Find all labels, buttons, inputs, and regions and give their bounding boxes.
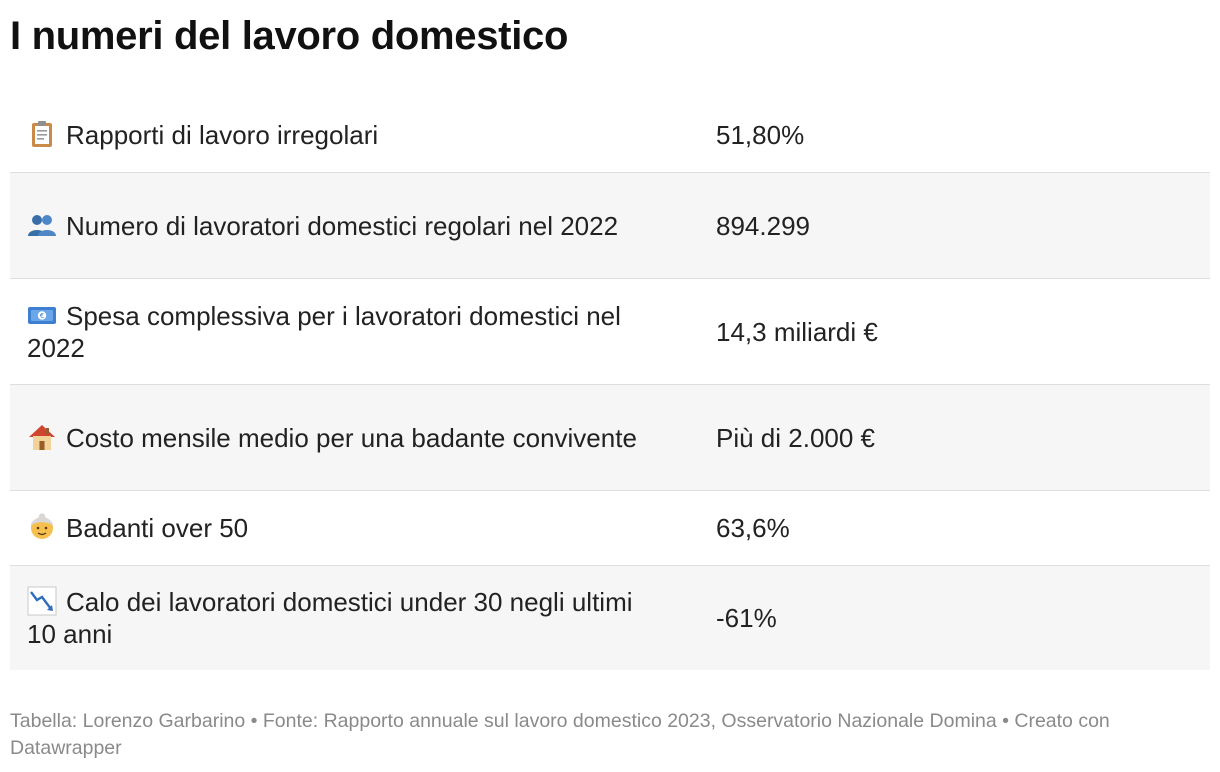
row-label: Numero di lavoratori domestici regolari … <box>66 210 619 241</box>
row-label: Badanti over 50 <box>66 513 249 543</box>
table-row: Badanti over 50 63,6% <box>10 491 1210 566</box>
row-value: -61% <box>716 603 777 633</box>
row-label-cell: Costo mensile medio per una badante conv… <box>10 422 700 454</box>
row-label-cell: Badanti over 50 <box>10 512 700 544</box>
row-label: Calo dei lavoratori domestici under 30 n… <box>27 587 633 649</box>
table-row: € Spesa complessiva per i lavoratori dome… <box>10 279 1210 385</box>
banknote-icon: € <box>27 300 57 330</box>
table-row: Numero di lavoratori domestici regolari … <box>10 173 1210 279</box>
svg-text:€: € <box>40 312 44 320</box>
page-title: I numeri del lavoro domestico <box>10 14 569 58</box>
row-value: 51,80% <box>716 120 805 150</box>
page: I numeri del lavoro domestico Rapporti d… <box>10 0 1210 772</box>
row-value: 63,6% <box>716 513 790 543</box>
row-value: 894.299 <box>716 210 810 241</box>
house-icon <box>27 422 57 452</box>
row-label-cell: € Spesa complessiva per i lavoratori dome… <box>10 300 700 364</box>
table-row: Calo dei lavoratori domestici under 30 n… <box>10 566 1210 670</box>
table-row: Costo mensile medio per una badante conv… <box>10 385 1210 491</box>
older-woman-icon <box>27 512 57 542</box>
row-label-cell: Rapporti di lavoro irregolari <box>10 119 700 151</box>
chart-decreasing-icon <box>27 586 57 616</box>
row-value: 14,3 miliardi € <box>716 316 878 347</box>
row-label-cell: Calo dei lavoratori domestici under 30 n… <box>10 586 700 650</box>
people-icon <box>27 210 57 240</box>
row-label-cell: Numero di lavoratori domestici regolari … <box>10 210 700 242</box>
clipboard-icon <box>27 119 57 149</box>
source-footer: Tabella: Lorenzo Garbarino • Fonte: Rapp… <box>10 710 1110 759</box>
row-label: Spesa complessiva per i lavoratori domes… <box>27 300 621 363</box>
table-row: Rapporti di lavoro irregolari 51,80% <box>10 98 1210 173</box>
row-label: Rapporti di lavoro irregolari <box>66 120 379 150</box>
row-label: Costo mensile medio per una badante conv… <box>66 422 637 453</box>
row-value: Più di 2.000 € <box>716 422 876 453</box>
data-table: Rapporti di lavoro irregolari 51,80% Num… <box>10 98 1210 670</box>
